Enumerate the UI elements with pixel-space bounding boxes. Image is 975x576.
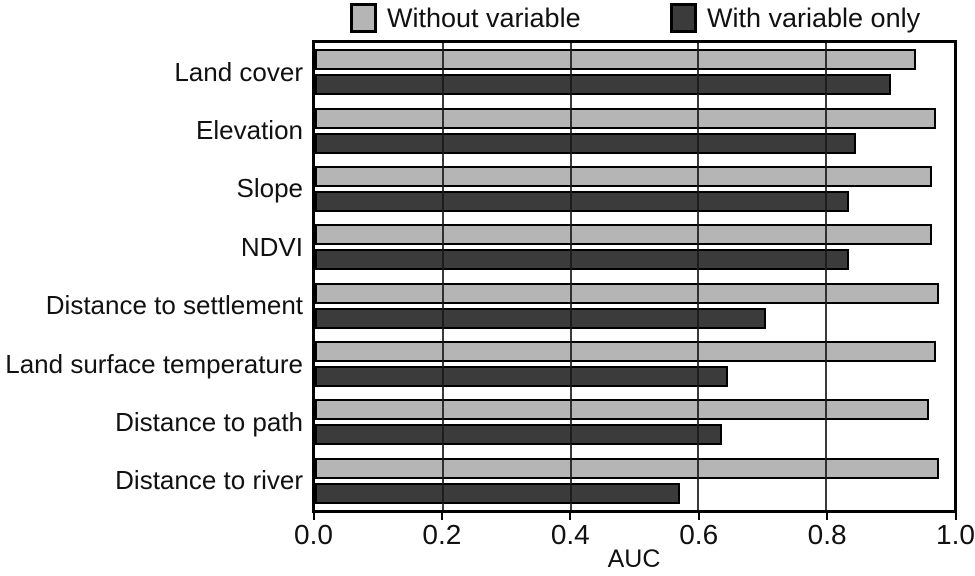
bar-with-variable-only — [315, 307, 767, 329]
category-label: Distance to settlement — [45, 290, 303, 321]
bar-group — [315, 160, 954, 218]
category-axis-labels: Land cover Elevation Slope NDVI Distance to … — [0, 43, 303, 510]
bar-group — [315, 335, 954, 393]
x-axis-tick — [440, 513, 443, 520]
bar-without-variable — [315, 224, 933, 246]
legend-swatch-with-variable-only — [670, 3, 697, 33]
bar-with-variable-only — [315, 482, 681, 504]
category-label: Slope — [236, 173, 304, 204]
bar-without-variable — [315, 457, 939, 479]
x-axis-tick-label: 0.8 — [807, 519, 847, 550]
x-axis-title: AUC — [607, 545, 661, 573]
bar-without-variable — [315, 49, 917, 71]
bar-group — [315, 101, 954, 159]
x-axis-tick — [312, 513, 315, 520]
bar-group — [315, 277, 954, 335]
bar-group — [315, 218, 954, 276]
plot-area — [312, 40, 957, 513]
legend-item-with-variable-only: With variable only — [670, 2, 920, 34]
category-label: Distance to river — [115, 465, 303, 496]
x-axis-tick-label: 0.4 — [550, 519, 590, 550]
bar-group — [315, 43, 954, 101]
x-axis-tick — [826, 513, 829, 520]
legend-label-with-variable-only: With variable only — [707, 3, 921, 33]
category-label: Land surface temperature — [5, 348, 303, 379]
gridline — [825, 43, 828, 510]
gridline — [697, 43, 700, 510]
bar-without-variable — [315, 165, 933, 187]
category-label: NDVI — [240, 231, 303, 262]
bar-group — [315, 452, 954, 510]
category-label: Distance to path — [115, 406, 303, 437]
x-axis: 0.0 0.2 0.4 0.6 0.8 1.0 — [294, 513, 975, 573]
bar-without-variable — [315, 107, 936, 129]
gridline — [441, 43, 444, 510]
bar-without-variable — [315, 341, 936, 363]
x-axis-tick — [569, 513, 572, 520]
legend-item-without-variable: Without variable — [350, 2, 581, 34]
bar-group — [315, 393, 954, 451]
x-axis-tick-label: 0.6 — [679, 519, 719, 550]
bar-with-variable-only — [315, 366, 728, 388]
x-axis-tick — [954, 513, 957, 520]
bar-with-variable-only — [315, 190, 850, 212]
bar-with-variable-only — [315, 249, 850, 271]
x-axis-tick — [697, 513, 700, 520]
bar-without-variable — [315, 282, 939, 304]
gridline — [569, 43, 572, 510]
category-label: Land cover — [174, 56, 303, 87]
category-label: Elevation — [196, 115, 303, 146]
x-axis-tick-label: 1.0 — [936, 519, 975, 550]
bar-with-variable-only — [315, 132, 856, 154]
legend-label-without-variable: Without variable — [387, 3, 581, 33]
x-axis-tick-label: 0.2 — [422, 519, 462, 550]
bar-with-variable-only — [315, 74, 891, 96]
bar-without-variable — [315, 399, 930, 421]
legend-swatch-without-variable — [350, 3, 377, 33]
bar-with-variable-only — [315, 424, 722, 446]
bar-rows — [315, 43, 954, 510]
x-axis-tick-label: 0.0 — [294, 519, 333, 550]
